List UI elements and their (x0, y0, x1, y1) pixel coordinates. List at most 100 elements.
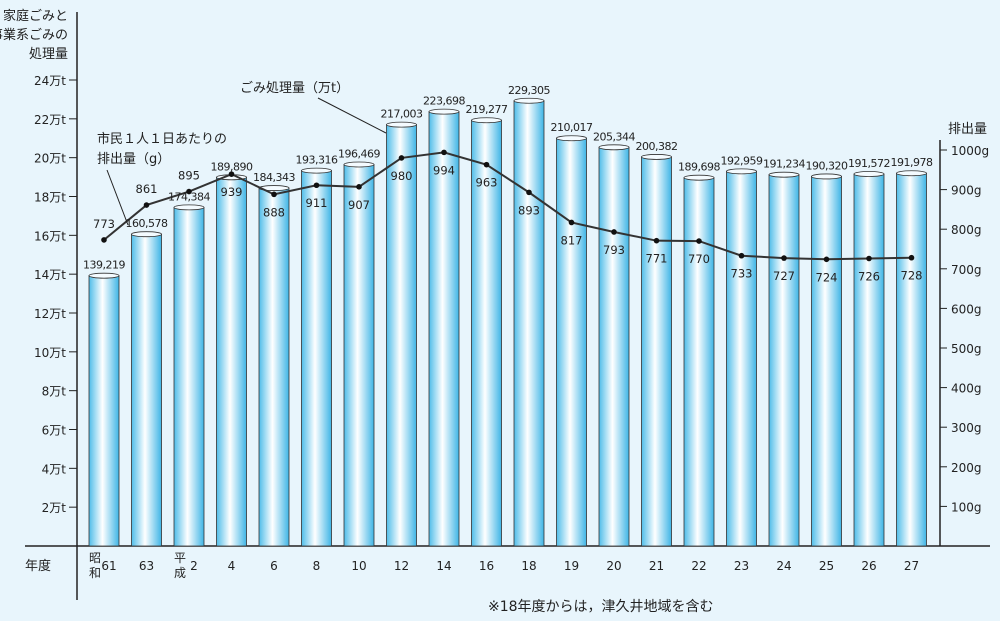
line-point (611, 229, 617, 235)
x-tick-label: 18 (521, 559, 536, 573)
bar-top (88, 272, 120, 279)
line-value-label: 911 (306, 196, 328, 210)
bar (88, 275, 120, 547)
left-tick-label: 24万t (34, 74, 66, 88)
line-value-label: 770 (688, 252, 710, 266)
x-tick-label: 2 (190, 559, 198, 573)
bar (896, 172, 927, 547)
left-tick-label: 2万t (42, 501, 67, 515)
x-tick-label: 21 (649, 559, 664, 573)
bar-value-label: 189,698 (678, 161, 720, 174)
line-value-label: 895 (178, 169, 200, 183)
line-point (653, 237, 660, 244)
bar-top (811, 173, 842, 180)
era-label: 成 (174, 566, 186, 580)
line-point (781, 255, 787, 261)
x-tick-label: 4 (228, 559, 236, 573)
line-point (101, 237, 107, 243)
line-value-label: 728 (901, 269, 923, 283)
left-axis-title: 家庭ごみと (3, 8, 68, 24)
era-label: 平 (174, 551, 186, 565)
era-label: 和 (89, 566, 101, 580)
line-series-annotation: 市民１人１日あたりの (97, 131, 227, 147)
x-tick-label: 25 (819, 559, 834, 573)
left-tick-label: 20万t (34, 152, 66, 166)
right-tick-label: 500g (951, 342, 982, 356)
bar-series-annotation: ごみ処理量（万t） (240, 80, 349, 96)
bar (683, 177, 715, 547)
bar-top (513, 97, 545, 104)
bar-value-label: 191,978 (891, 156, 933, 169)
bar (131, 233, 162, 547)
bar-top (301, 167, 332, 174)
left-tick-label: 8万t (42, 385, 67, 399)
x-tick-label: 27 (904, 559, 919, 573)
line-point (823, 256, 830, 263)
bar-value-label: 191,572 (848, 157, 890, 170)
line-point (186, 188, 192, 195)
line-point (568, 219, 575, 226)
line-point (356, 184, 362, 190)
bar (258, 187, 290, 547)
line-value-label: 817 (561, 233, 583, 247)
bar-top (683, 174, 715, 181)
line-value-label: 893 (518, 203, 540, 217)
line-point (908, 254, 915, 261)
line-series-annotation: 排出量（g） (97, 152, 170, 167)
x-tick-label: 14 (436, 559, 451, 573)
line-value-label: 793 (603, 243, 625, 257)
x-tick-label: 16 (479, 559, 494, 573)
left-axis-title: 事業系ごみの (0, 27, 68, 43)
bar (726, 170, 757, 547)
line-value-label: 727 (773, 269, 795, 283)
bar (343, 164, 375, 547)
line-point (738, 252, 745, 259)
right-tick-label: 200g (951, 461, 982, 475)
left-tick-label: 4万t (42, 462, 67, 476)
right-tick-label: 300g (951, 421, 982, 435)
x-tick-label: 6 (270, 559, 278, 573)
bar-value-label: 196,469 (338, 148, 380, 161)
line-value-label: 861 (136, 182, 158, 196)
x-axis-title: 年度 (25, 558, 51, 574)
bar (853, 173, 885, 547)
line-series (103, 151, 912, 261)
left-tick-label: 12万t (34, 307, 66, 321)
bar (216, 176, 247, 547)
bar-top (173, 204, 205, 211)
line-value-label: 733 (731, 267, 753, 281)
bar (301, 170, 332, 547)
bar-value-label: 189,890 (211, 160, 253, 173)
bar-top (386, 121, 417, 128)
line-point (398, 155, 405, 161)
right-tick-label: 600g (951, 302, 982, 316)
bar-value-label: 184,343 (253, 171, 295, 184)
bar-value-label: 229,305 (508, 84, 550, 97)
right-tick-label: 800g (951, 223, 982, 237)
line-value-label: 771 (646, 252, 668, 266)
footnote: ※18年度からは，津久井地域を含む (488, 599, 714, 615)
line-value-label: 994 (433, 163, 455, 177)
right-tick-label: 700g (951, 263, 982, 277)
line-value-label: 907 (348, 198, 370, 212)
bar (173, 207, 205, 547)
right-tick-label: 100g (951, 500, 982, 514)
bar (598, 146, 630, 547)
line-point (483, 161, 490, 168)
line-point (526, 189, 532, 196)
line-point (866, 255, 872, 262)
bar-value-label: 205,344 (593, 130, 635, 143)
left-tick-label: 22万t (34, 113, 66, 127)
x-tick-label: 23 (734, 559, 749, 573)
bar (513, 100, 545, 547)
right-tick-label: 1000g (951, 144, 989, 158)
bar-value-label: 200,382 (636, 140, 678, 153)
bar-top (598, 144, 630, 151)
bar (471, 119, 502, 547)
bar-value-label: 160,578 (126, 217, 168, 230)
bar-value-label: 223,698 (423, 95, 465, 108)
bar-value-label: 139,219 (83, 259, 125, 272)
bar-top (641, 154, 672, 160)
line-series-leader (106, 169, 129, 226)
bar-top (726, 168, 757, 175)
